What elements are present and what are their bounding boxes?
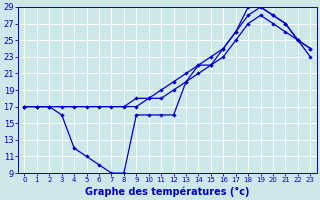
- X-axis label: Graphe des températures (°c): Graphe des températures (°c): [85, 186, 250, 197]
